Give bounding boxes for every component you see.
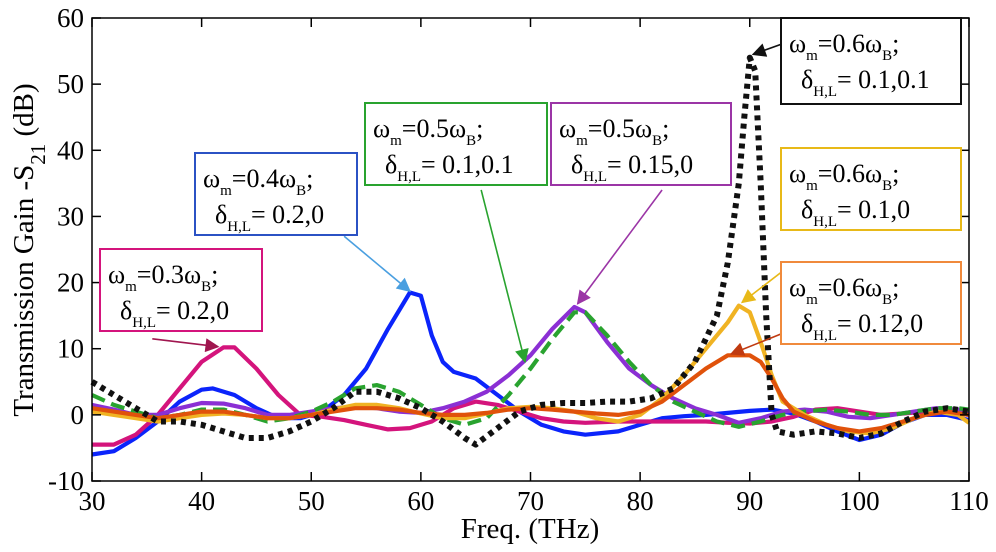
annotation-line-1: ωm=0.5ωB; — [373, 114, 483, 149]
annotation-1: ωm=0.3ωB;δH,L= 0.2,0 — [99, 248, 263, 353]
y-tick-label: -10 — [48, 466, 84, 496]
y-axis-label: Transmission Gain -S21 (dB) — [8, 83, 50, 416]
annotation-box — [780, 17, 962, 105]
annotation-arrow — [576, 189, 663, 305]
annotation-line-1: ωm=0.6ωB; — [789, 273, 899, 308]
series-line-6 — [91, 353, 970, 434]
series-layer — [90, 54, 971, 457]
annotation-2: ωm=0.4ωB;δH,L= 0.2,0 — [194, 152, 411, 293]
y-tick-label: 0 — [71, 400, 85, 430]
y-tick-label: 40 — [57, 135, 84, 165]
y-tick-label: 20 — [57, 268, 84, 298]
annotation-line-1: ωm=0.6ωB; — [789, 159, 899, 194]
annotation-line-2: δH,L= 0.1,0 — [801, 195, 910, 230]
x-tick-label: 80 — [627, 486, 654, 516]
x-tick-label: 110 — [949, 486, 989, 516]
annotation-line-2: δH,L= 0.1,0.1 — [801, 65, 930, 100]
annotation-line-1: ωm=0.4ωB; — [203, 164, 313, 199]
series-line-3 — [91, 304, 970, 425]
annotations-layer: ωm=0.3ωB;δH,L= 0.2,0ωm=0.4ωB;δH,L= 0.2,0… — [99, 17, 962, 364]
annotation-box — [194, 152, 358, 236]
annotation-7: ωm=0.6ωB;δH,L= 0.12,0 — [729, 261, 962, 356]
annotation-box — [364, 102, 548, 186]
x-tick-label: 30 — [79, 486, 106, 516]
axis-ticks: 30 40 50 60 70 80 90 100 110 -10 0 10 20 30 40 50 60 — [48, 3, 989, 516]
x-axis-label: Freq. (THz) — [461, 513, 600, 545]
annotation-box — [550, 102, 732, 186]
annotation-arrow — [152, 337, 220, 353]
x-tick-label: 90 — [736, 486, 763, 516]
annotation-arrow — [343, 235, 411, 293]
y-axis-label-unit: (dB) — [8, 83, 40, 143]
y-tick-label: 10 — [57, 334, 84, 364]
annotation-line-2: δH,L= 0.15,0 — [571, 150, 693, 185]
x-tick-label: 50 — [298, 486, 325, 516]
annotation-line-2: δH,L= 0.12,0 — [801, 309, 923, 344]
y-axis-label-main: Transmission Gain -S — [8, 165, 40, 417]
annotation-line-1: ωm=0.3ωB; — [108, 260, 218, 295]
annotation-arrow — [480, 189, 529, 364]
y-tick-label: 30 — [57, 201, 84, 231]
annotation-line-2: δH,L= 0.2,0 — [120, 296, 229, 331]
annotation-line-2: δH,L= 0.1,0.1 — [385, 150, 514, 185]
annotation-line-1: ωm=0.5ωB; — [559, 114, 669, 149]
x-tick-label: 70 — [517, 486, 544, 516]
annotation-box — [99, 248, 263, 332]
x-tick-label: 60 — [407, 486, 434, 516]
annotation-line-2: δH,L= 0.2,0 — [215, 200, 324, 235]
annotation-4: ωm=0.5ωB;δH,L= 0.15,0 — [550, 102, 732, 305]
annotation-3: ωm=0.5ωB;δH,L= 0.1,0.1 — [364, 102, 548, 364]
y-tick-label: 50 — [57, 69, 84, 99]
x-tick-label: 100 — [839, 486, 880, 516]
annotation-box — [780, 147, 962, 231]
x-tick-label: 40 — [188, 486, 215, 516]
y-tick-label: 60 — [57, 3, 84, 33]
y-axis-label-subscript: 21 — [26, 144, 50, 165]
annotation-6: ωm=0.6ωB;δH,L= 0.1,0 — [740, 147, 962, 304]
annotation-box — [780, 261, 962, 345]
annotation-5: ωm=0.6ωB;δH,L= 0.1,0.1 — [751, 17, 962, 105]
annotation-line-1: ωm=0.6ωB; — [789, 29, 899, 64]
series-line-7 — [90, 54, 970, 448]
